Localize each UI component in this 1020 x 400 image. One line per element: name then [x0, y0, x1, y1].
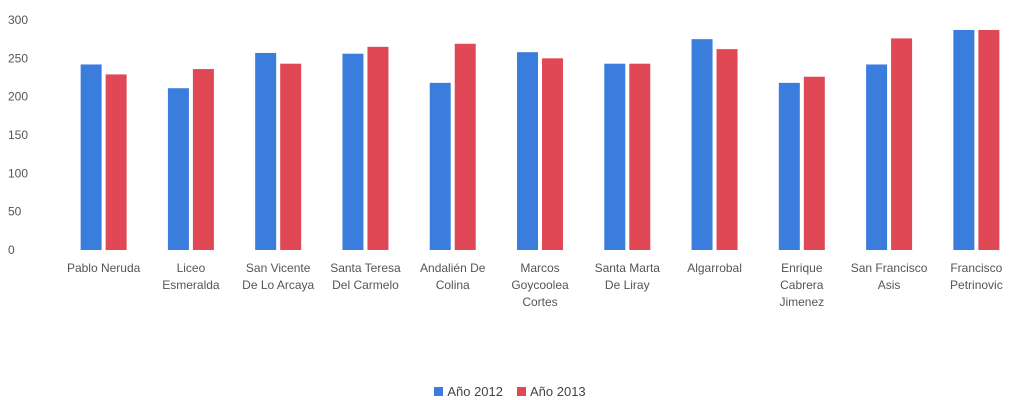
- x-category-label-line: De Liray: [605, 278, 650, 292]
- x-category-label-line: Jimenez: [779, 295, 824, 309]
- bar-2013: [454, 43, 476, 251]
- x-category-label: Algarrobal: [687, 261, 742, 275]
- x-category-label-line: Enrique: [781, 261, 823, 275]
- bar-2012: [778, 82, 800, 250]
- x-category-label-line: Cortes: [522, 295, 557, 309]
- x-category-label-line: San Francisco: [851, 261, 928, 275]
- bar-2012: [691, 39, 713, 250]
- bar-2012: [866, 64, 888, 250]
- y-tick-label: 50: [8, 205, 22, 219]
- chart-legend: Año 2012 Año 2013: [0, 384, 1020, 399]
- x-category-label-line: Andalién De: [420, 261, 486, 275]
- x-category-label-line: Santa Teresa: [330, 261, 401, 275]
- x-category-label-line: Santa Marta: [595, 261, 661, 275]
- x-category-label: San Vicente De Lo Arcaya: [242, 261, 314, 292]
- x-category-label: Liceo Esmeralda: [162, 261, 220, 292]
- bar-2012: [342, 53, 364, 250]
- x-axis-category-labels: Pablo Neruda Liceo Esmeralda San Vicente De …: [67, 261, 1003, 309]
- x-category-label-line: Francisco: [950, 261, 1002, 275]
- x-category-label: Francisco Petrinovic: [950, 261, 1003, 292]
- legend-label-2013: Año 2013: [530, 384, 586, 399]
- bar-chart: 0 50 100 150 200 250 300 Pablo Neruda Liceo Esme…: [8, 13, 1003, 309]
- bar-2013: [280, 63, 302, 251]
- bar-2013: [105, 74, 127, 250]
- bar-2013: [367, 46, 389, 251]
- bar-2012: [167, 88, 189, 250]
- y-tick-label: 250: [8, 51, 28, 65]
- bar-2012: [517, 52, 538, 251]
- bar-2013: [803, 76, 825, 250]
- bar-2012: [604, 63, 626, 251]
- x-category-label-line: Petrinovic: [950, 278, 1003, 292]
- x-category-label: Santa Marta De Liray: [595, 261, 661, 292]
- x-category-label-line: Esmeralda: [162, 278, 220, 292]
- bar-2013: [542, 58, 563, 251]
- x-category-label: Santa Teresa Del Carmelo: [330, 261, 401, 292]
- chart-bars: [80, 29, 1000, 251]
- bar-2012: [953, 29, 975, 250]
- y-tick-label: 300: [8, 13, 28, 27]
- bar-2013: [716, 49, 738, 251]
- y-tick-label: 100: [8, 166, 28, 180]
- y-tick-label: 200: [8, 90, 28, 104]
- bar-2013: [629, 63, 651, 251]
- x-category-label: San Francisco Asis: [851, 261, 928, 292]
- x-category-label-line: Liceo: [177, 261, 206, 275]
- x-category-label-line: Marcos: [520, 261, 559, 275]
- legend-swatch-2013: [517, 387, 526, 396]
- bar-2012: [80, 64, 102, 250]
- x-category-label-line: Colina: [436, 278, 470, 292]
- x-category-label-line: De Lo Arcaya: [242, 278, 314, 292]
- bar-2013: [192, 69, 214, 250]
- x-category-label: Andalién De Colina: [420, 261, 486, 292]
- bar-2013: [978, 29, 1000, 250]
- bar-2012: [255, 52, 277, 250]
- x-category-label: Pablo Neruda: [67, 261, 141, 275]
- x-category-label-line: San Vicente: [246, 261, 311, 275]
- x-category-label-line: Asis: [878, 278, 901, 292]
- x-category-label-line: Goycoolea: [511, 278, 569, 292]
- y-tick-label: 0: [8, 243, 15, 257]
- legend-item-2012: Año 2012: [434, 384, 503, 399]
- x-category-label-line: Algarrobal: [687, 261, 742, 275]
- x-category-label: Enrique Cabrera Jimenez: [779, 261, 824, 309]
- legend-item-2013: Año 2013: [517, 384, 586, 399]
- x-category-label-line: Cabrera: [780, 278, 824, 292]
- legend-swatch-2012: [434, 387, 444, 396]
- bar-2013: [891, 38, 913, 251]
- x-category-label-line: Pablo Neruda: [67, 261, 141, 275]
- x-category-label: Marcos Goycoolea Cortes: [511, 261, 569, 309]
- legend-label-2012: Año 2012: [447, 384, 503, 399]
- y-axis-ticks: 0 50 100 150 200 250 300: [8, 13, 28, 257]
- x-category-label-line: Del Carmelo: [332, 278, 399, 292]
- y-tick-label: 150: [8, 128, 28, 142]
- bar-2012: [429, 82, 451, 250]
